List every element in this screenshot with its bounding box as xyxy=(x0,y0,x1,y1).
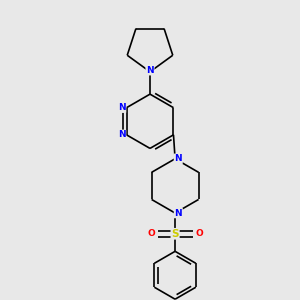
Text: N: N xyxy=(118,103,125,112)
Text: N: N xyxy=(175,154,182,163)
Text: N: N xyxy=(118,130,125,139)
Text: O: O xyxy=(147,229,155,238)
Text: O: O xyxy=(195,229,203,238)
Text: N: N xyxy=(146,66,154,75)
Text: S: S xyxy=(171,229,179,239)
Text: N: N xyxy=(175,208,182,217)
